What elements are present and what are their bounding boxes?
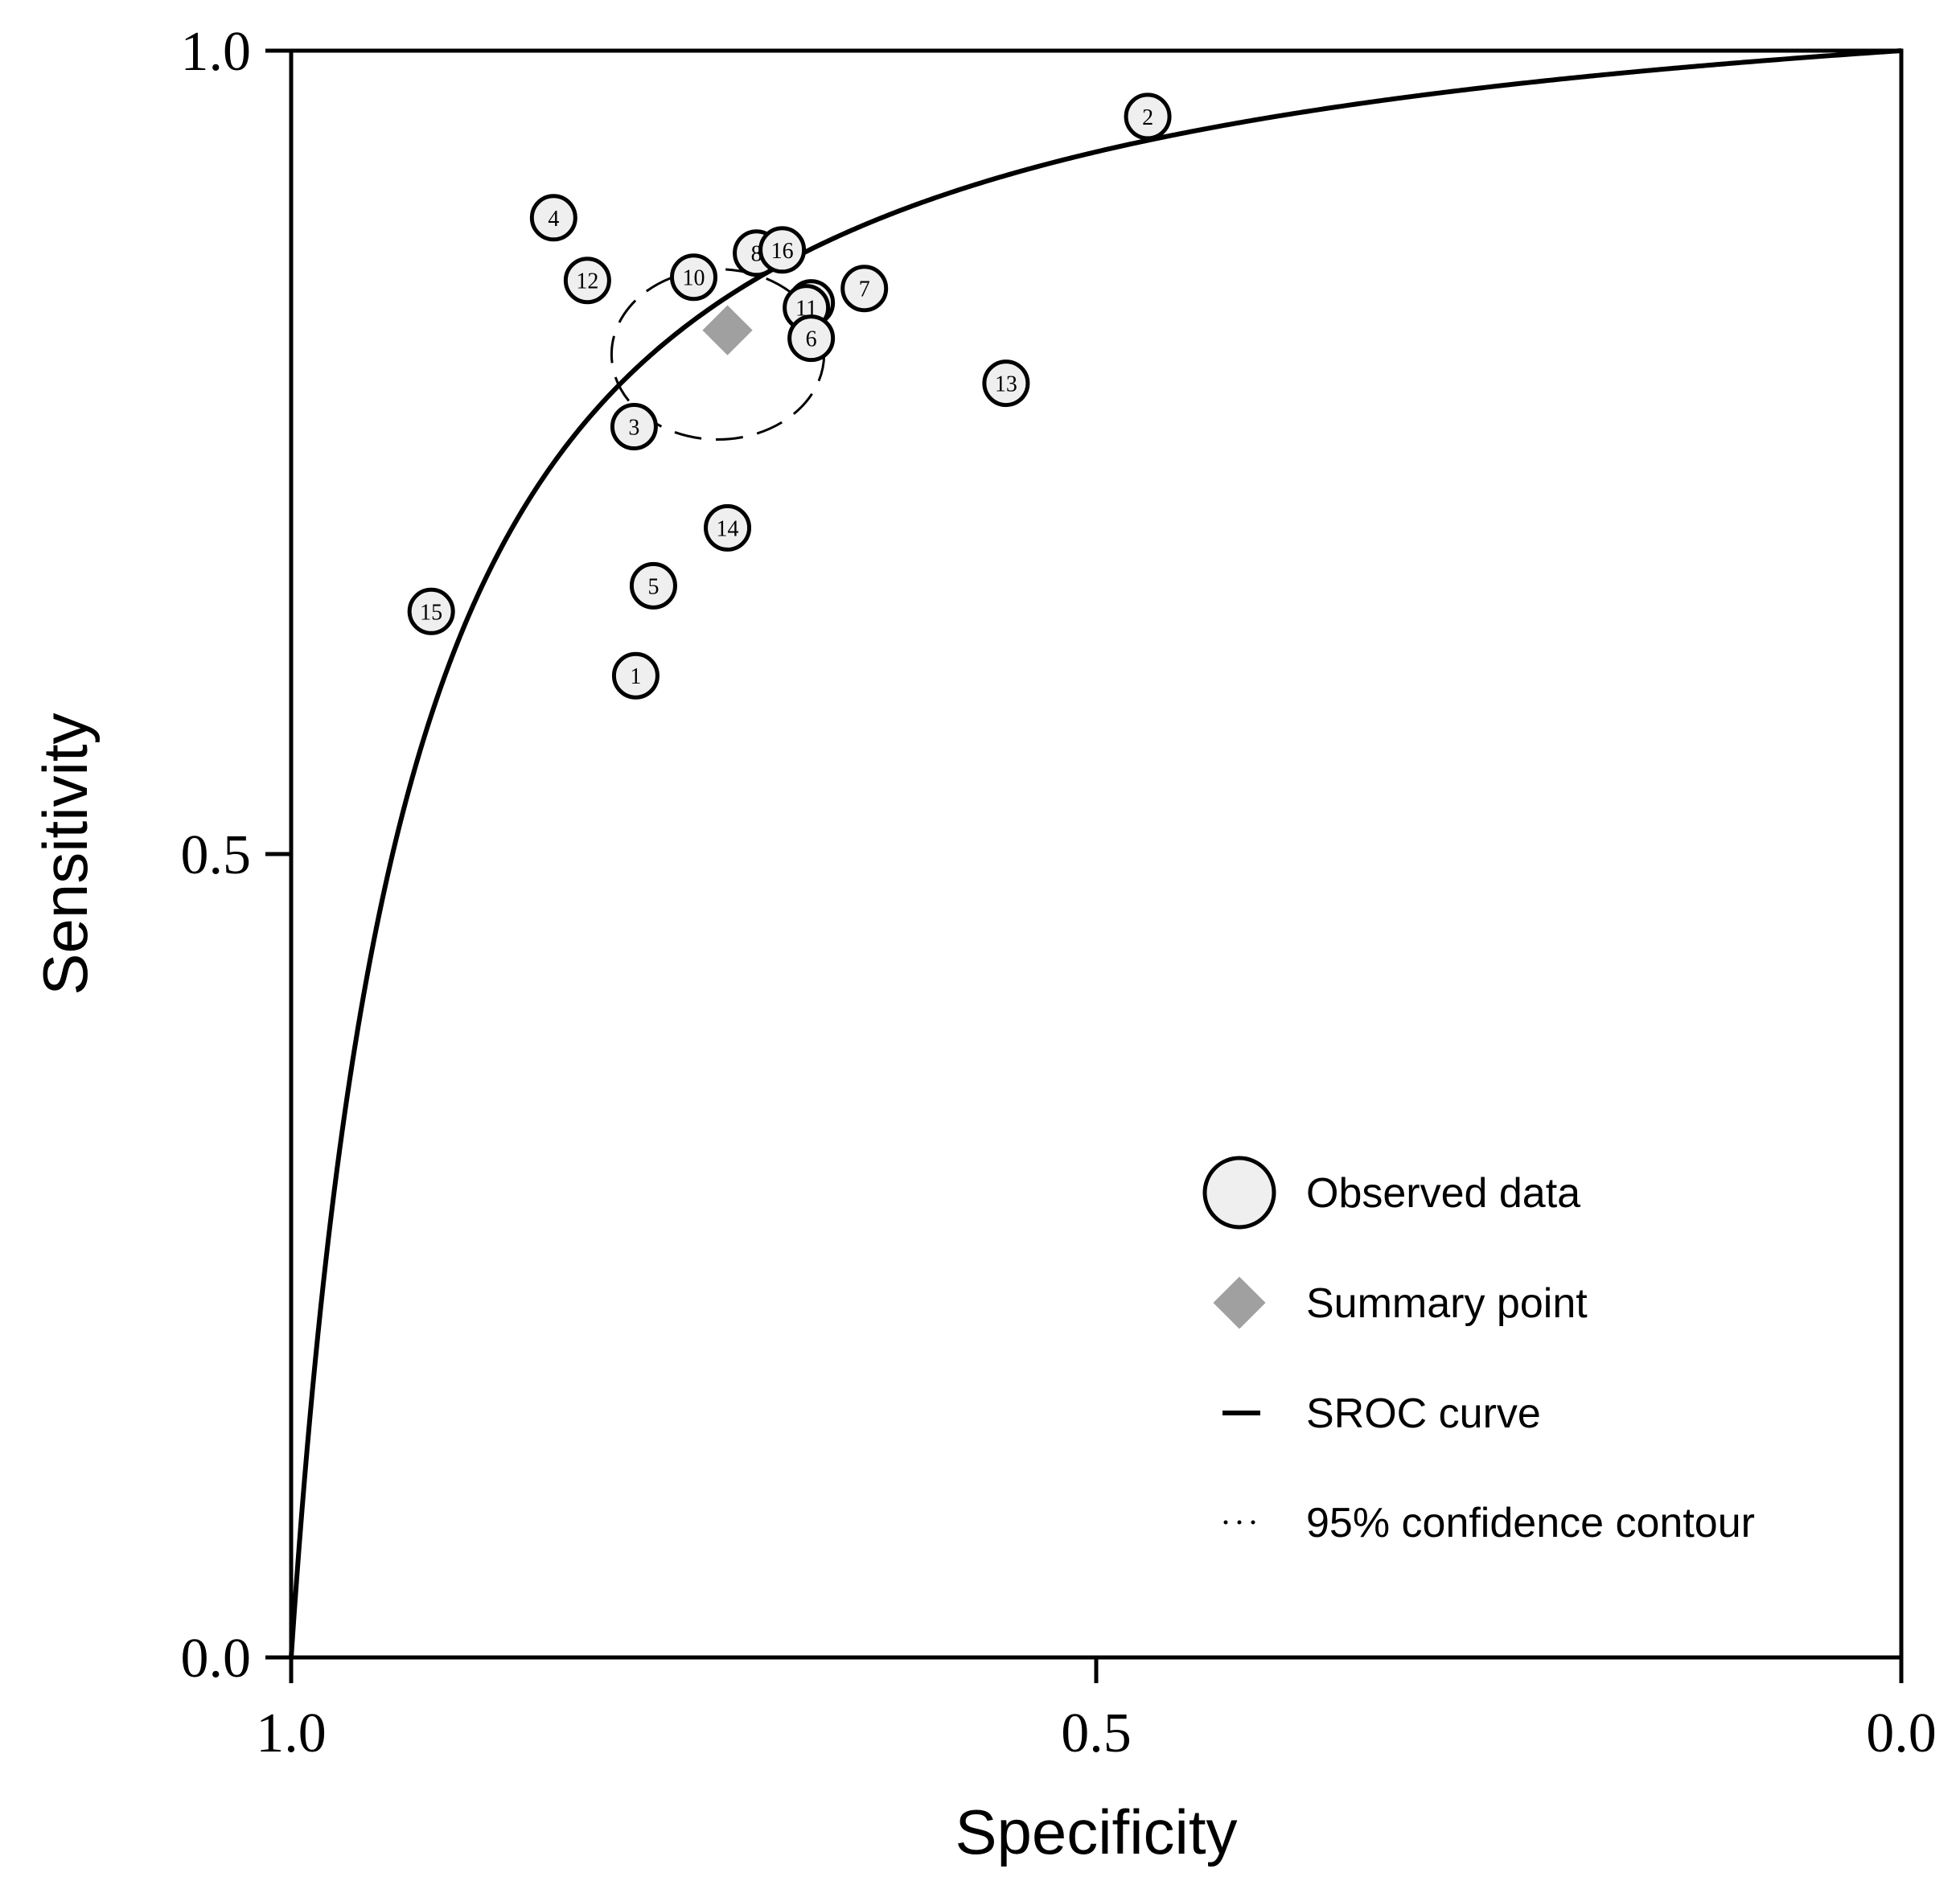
- observed-point-marker: [670, 253, 717, 302]
- observed-point-marker: [982, 359, 1030, 408]
- observed-point-marker: [629, 561, 677, 610]
- legend: Observed data Summary point SROC curve 9…: [1202, 1156, 1755, 1546]
- observed-point: 13: [982, 359, 1030, 408]
- observed-points: 24121081679116133145151: [407, 92, 1172, 700]
- observed-point-marker: [529, 194, 577, 242]
- observed-point-label: 2: [1142, 105, 1153, 130]
- observed-point-label: 16: [771, 239, 794, 264]
- observed-point: 16: [758, 226, 807, 274]
- legend-contour-label: 95% confidence contour: [1306, 1500, 1755, 1546]
- y-tick-label-1: 1.0: [181, 21, 252, 83]
- legend-contour-symbol: [1223, 1520, 1255, 1525]
- plot-area: [289, 48, 1904, 1660]
- legend-summary-label: Summary point: [1306, 1280, 1588, 1327]
- observed-point-marker: [840, 265, 889, 313]
- observed-point-marker: [1124, 92, 1172, 141]
- y-tick-label-3: 0.0: [181, 1628, 252, 1690]
- observed-point: 1: [611, 651, 659, 700]
- observed-point: 12: [563, 257, 611, 305]
- observed-point-label: 15: [420, 600, 442, 625]
- observed-point: 14: [704, 503, 752, 552]
- observed-point-label: 4: [548, 207, 559, 232]
- x-axis-title: Specificity: [955, 1797, 1237, 1867]
- observed-point: 4: [529, 194, 577, 242]
- observed-point: 10: [670, 253, 717, 302]
- y-axis-title: Sensitivity: [30, 713, 101, 995]
- observed-point-label: 7: [859, 277, 870, 302]
- observed-point-marker: [610, 403, 658, 451]
- legend-summary-symbol: [1213, 1276, 1266, 1329]
- observed-point-label: 10: [683, 266, 705, 291]
- observed-point-marker: [563, 257, 611, 305]
- observed-point-label: 1: [630, 664, 641, 689]
- observed-point-marker: [758, 226, 807, 274]
- observed-point: 3: [610, 403, 658, 451]
- legend-sroc-label: SROC curve: [1306, 1390, 1541, 1437]
- observed-point-label: 12: [576, 269, 598, 294]
- observed-point-label: 14: [717, 516, 739, 541]
- observed-point: 6: [787, 314, 836, 363]
- observed-point-marker: [611, 651, 659, 700]
- x-tick-label-3: 0.0: [1866, 1702, 1937, 1764]
- observed-point: 5: [629, 561, 677, 610]
- observed-point-marker: [787, 314, 836, 363]
- legend-observed-symbol: [1202, 1156, 1276, 1230]
- observed-point-label: 3: [628, 416, 639, 441]
- x-tick-label-2: 0.5: [1061, 1702, 1132, 1764]
- observed-point-label: 6: [806, 327, 817, 352]
- observed-point: 7: [840, 265, 889, 313]
- summary-point: [702, 305, 753, 355]
- observed-point: 15: [407, 587, 455, 635]
- sroc-curve: [289, 48, 1902, 1658]
- observed-point-marker: [704, 503, 752, 552]
- x-tick-label-1: 1.0: [256, 1702, 327, 1764]
- legend-observed-label: Observed data: [1306, 1170, 1580, 1217]
- observed-point-label: 13: [995, 372, 1017, 397]
- observed-point-label: 5: [647, 574, 659, 599]
- observed-point: 2: [1124, 92, 1172, 141]
- observed-point-marker: [407, 587, 455, 635]
- y-tick-label-2: 0.5: [181, 824, 252, 886]
